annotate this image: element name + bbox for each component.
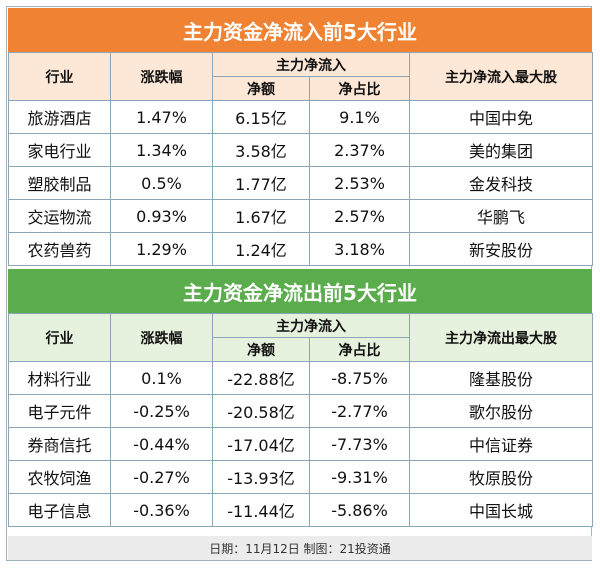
outflow-row: 券商信托 -0.44% -17.04亿 -7.73% 中信证券 xyxy=(8,427,593,461)
outflow-stock-cell: 中信证券 xyxy=(409,427,593,461)
footer-note: 日期：11月12日 制图：21投资通 xyxy=(8,536,592,560)
inflow-industry-cell: 农药兽药 xyxy=(8,232,111,266)
inflow-ratio-cell: 3.18% xyxy=(309,232,410,266)
inflow-change-cell: 0.93% xyxy=(110,199,213,233)
inflow-title: 主力资金净流入前5大行业 xyxy=(8,8,592,52)
outflow-title: 主力资金净流出前5大行业 xyxy=(8,269,592,313)
inflow-row: 旅游酒店 1.47% 6.15亿 9.1% 中国中免 xyxy=(8,100,593,134)
outflow-ratio-cell: -8.75% xyxy=(309,361,410,395)
inflow-amount-cell: 1.67亿 xyxy=(212,199,310,233)
inflow-header-change: 涨跌幅 xyxy=(110,52,213,101)
inflow-ratio-cell: 2.57% xyxy=(309,199,410,233)
outflow-ratio-cell: -7.73% xyxy=(309,427,410,461)
inflow-amount-cell: 3.58亿 xyxy=(212,133,310,167)
outflow-change-cell: -0.44% xyxy=(110,427,213,461)
outflow-amount-cell: -17.04亿 xyxy=(212,427,310,461)
inflow-row: 交运物流 0.93% 1.67亿 2.57% 华鹏飞 xyxy=(8,199,593,233)
outflow-amount-cell: -22.88亿 xyxy=(212,361,310,395)
inflow-amount-cell: 1.77亿 xyxy=(212,166,310,200)
inflow-industry-cell: 塑胶制品 xyxy=(8,166,111,200)
inflow-row: 塑胶制品 0.5% 1.77亿 2.53% 金发科技 xyxy=(8,166,593,200)
inflow-industry-cell: 旅游酒店 xyxy=(8,100,111,134)
outflow-table: 行业 涨跌幅 主力净流入 主力净流出最大股 净额 净占比 材料行业 0.1% -22… xyxy=(8,313,593,527)
outflow-ratio-cell: -5.86% xyxy=(309,493,410,527)
outflow-industry-cell: 农牧饲渔 xyxy=(8,460,111,494)
outflow-stock-cell: 歌尔股份 xyxy=(409,394,593,428)
outflow-row: 材料行业 0.1% -22.88亿 -8.75% 隆基股份 xyxy=(8,361,593,395)
inflow-change-cell: 1.47% xyxy=(110,100,213,134)
inflow-table: 行业 涨跌幅 主力净流入 主力净流入最大股 净额 净占比 旅游酒店 1.47% 6.… xyxy=(8,52,593,266)
inflow-stock-cell: 新安股份 xyxy=(409,232,593,266)
inflow-row: 农药兽药 1.29% 1.24亿 3.18% 新安股份 xyxy=(8,232,593,266)
inflow-stock-cell: 中国中免 xyxy=(409,100,593,134)
inflow-row: 家电行业 1.34% 3.58亿 2.37% 美的集团 xyxy=(8,133,593,167)
outflow-change-cell: 0.1% xyxy=(110,361,213,395)
inflow-ratio-cell: 2.37% xyxy=(309,133,410,167)
outflow-change-cell: -0.25% xyxy=(110,394,213,428)
outflow-header-top-stock: 主力净流出最大股 xyxy=(409,313,593,362)
inflow-change-cell: 0.5% xyxy=(110,166,213,200)
inflow-header-industry: 行业 xyxy=(8,52,111,101)
outflow-amount-cell: -20.58亿 xyxy=(212,394,310,428)
inflow-header-amount: 净额 xyxy=(212,76,310,101)
inflow-header-group: 主力净流入 xyxy=(212,52,410,77)
inflow-amount-cell: 6.15亿 xyxy=(212,100,310,134)
outflow-stock-cell: 隆基股份 xyxy=(409,361,593,395)
outflow-row: 农牧饲渔 -0.27% -13.93亿 -9.31% 牧原股份 xyxy=(8,460,593,494)
inflow-stock-cell: 华鹏飞 xyxy=(409,199,593,233)
inflow-industry-cell: 交运物流 xyxy=(8,199,111,233)
outflow-header-ratio: 净占比 xyxy=(309,337,410,362)
outflow-stock-cell: 中国长城 xyxy=(409,493,593,527)
outflow-ratio-cell: -2.77% xyxy=(309,394,410,428)
inflow-header-top-stock: 主力净流入最大股 xyxy=(409,52,593,101)
outflow-amount-cell: -11.44亿 xyxy=(212,493,310,527)
outflow-stock-cell: 牧原股份 xyxy=(409,460,593,494)
inflow-ratio-cell: 2.53% xyxy=(309,166,410,200)
outflow-row: 电子信息 -0.36% -11.44亿 -5.86% 中国长城 xyxy=(8,493,593,527)
inflow-stock-cell: 金发科技 xyxy=(409,166,593,200)
inflow-rows: 旅游酒店 1.47% 6.15亿 9.1% 中国中免 家电行业 1.34% 3.58亿 2.37… xyxy=(8,100,593,266)
outflow-ratio-cell: -9.31% xyxy=(309,460,410,494)
inflow-ratio-cell: 9.1% xyxy=(309,100,410,134)
outflow-header-amount: 净额 xyxy=(212,337,310,362)
outflow-change-cell: -0.36% xyxy=(110,493,213,527)
outflow-row: 电子元件 -0.25% -20.58亿 -2.77% 歌尔股份 xyxy=(8,394,593,428)
outflow-industry-cell: 材料行业 xyxy=(8,361,111,395)
outflow-rows: 材料行业 0.1% -22.88亿 -8.75% 隆基股份 电子元件 -0.25% -20.5… xyxy=(8,361,593,527)
outflow-industry-cell: 电子元件 xyxy=(8,394,111,428)
inflow-industry-cell: 家电行业 xyxy=(8,133,111,167)
outflow-industry-cell: 电子信息 xyxy=(8,493,111,527)
outflow-change-cell: -0.27% xyxy=(110,460,213,494)
outflow-header-change: 涨跌幅 xyxy=(110,313,213,362)
outflow-header-group: 主力净流入 xyxy=(212,313,410,338)
inflow-header-ratio: 净占比 xyxy=(309,76,410,101)
outflow-industry-cell: 券商信托 xyxy=(8,427,111,461)
inflow-amount-cell: 1.24亿 xyxy=(212,232,310,266)
outflow-amount-cell: -13.93亿 xyxy=(212,460,310,494)
inflow-stock-cell: 美的集团 xyxy=(409,133,593,167)
outflow-header-industry: 行业 xyxy=(8,313,111,362)
inflow-change-cell: 1.29% xyxy=(110,232,213,266)
inflow-change-cell: 1.34% xyxy=(110,133,213,167)
